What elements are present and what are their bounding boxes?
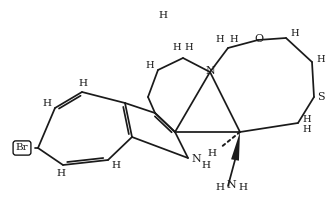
Text: N: N (205, 66, 215, 76)
Text: H: H (230, 35, 238, 44)
Text: H: H (56, 170, 65, 178)
Text: O: O (254, 34, 264, 44)
Polygon shape (231, 132, 240, 161)
Text: N: N (226, 180, 236, 190)
Text: Br: Br (16, 143, 28, 152)
Text: H: H (78, 79, 88, 88)
Text: H: H (146, 60, 154, 69)
Text: H: H (173, 44, 181, 53)
Text: H: H (185, 44, 193, 53)
Text: H: H (303, 115, 311, 124)
Text: H: H (238, 184, 247, 193)
Text: N: N (191, 154, 201, 164)
Text: H: H (291, 28, 299, 37)
Text: H: H (42, 99, 51, 108)
Text: S: S (317, 92, 325, 102)
Text: H: H (208, 148, 216, 157)
Text: H: H (158, 11, 168, 19)
Text: H: H (317, 55, 325, 64)
Text: H: H (112, 161, 121, 170)
Text: H: H (303, 125, 311, 134)
Text: H: H (215, 184, 224, 193)
Text: H: H (216, 35, 224, 44)
Text: H: H (202, 161, 210, 171)
